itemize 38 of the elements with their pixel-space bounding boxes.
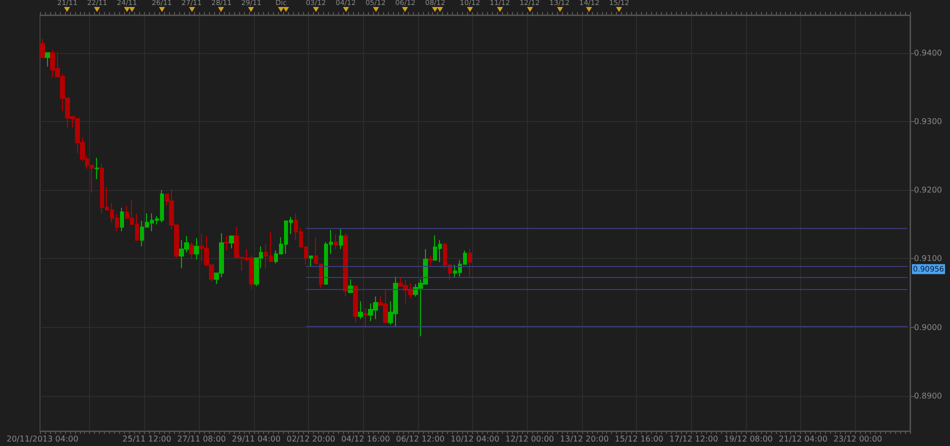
x-tick-label: 25/11 12:00 xyxy=(122,434,172,444)
candlestick xyxy=(334,233,338,250)
y-tick-label: 0.8900 xyxy=(914,391,942,400)
x-tick-label: 27/11 08:00 xyxy=(177,434,226,444)
x-tick-label: 10/12 04:00 xyxy=(450,434,500,444)
x-tick-label: 29/11 04:00 xyxy=(232,434,281,444)
x-tick-label: 20/11/2013 04:00 xyxy=(6,434,78,444)
candlestick xyxy=(95,157,99,180)
candlestick xyxy=(120,207,124,232)
candlestick xyxy=(45,52,50,67)
y-tick-label: 0.9200 xyxy=(914,186,942,195)
y-tick-label: 0.9100 xyxy=(914,254,942,264)
candlestick xyxy=(363,308,368,329)
candlestick xyxy=(309,255,313,267)
candlestick xyxy=(358,300,363,320)
x-tick-label: 06/12 12:00 xyxy=(396,434,445,444)
candlestick xyxy=(194,238,199,260)
candlestick xyxy=(343,232,348,297)
candlestick xyxy=(40,38,45,58)
candlestick xyxy=(189,242,194,260)
candlestick xyxy=(339,228,343,250)
x-tick-label: 19/12 08:00 xyxy=(724,434,773,444)
x-tick-label: 23/12 00:00 xyxy=(833,434,882,444)
candlestick xyxy=(468,248,472,278)
y-tick-label: 0.9300 xyxy=(914,116,942,126)
x-tick-label: 17/12 12:00 xyxy=(669,434,718,444)
candlestick xyxy=(229,236,234,249)
x-tick-label: 04/12 16:00 xyxy=(341,434,390,444)
x-tick-label: 12/12 00:00 xyxy=(505,434,554,444)
y-tick-label: 0.9000 xyxy=(914,322,942,332)
x-tick-label: 21/12 04:00 xyxy=(778,434,828,444)
x-tick-label: 13/12 20:00 xyxy=(560,434,609,444)
x-tick-label: 02/12 20:00 xyxy=(286,434,336,444)
candlestick xyxy=(353,286,358,324)
candlestick xyxy=(428,255,433,267)
candlestick xyxy=(224,236,229,251)
x-tick-label: 15/12 16:00 xyxy=(614,434,664,444)
y-tick-label: 0.9400 xyxy=(914,48,942,58)
